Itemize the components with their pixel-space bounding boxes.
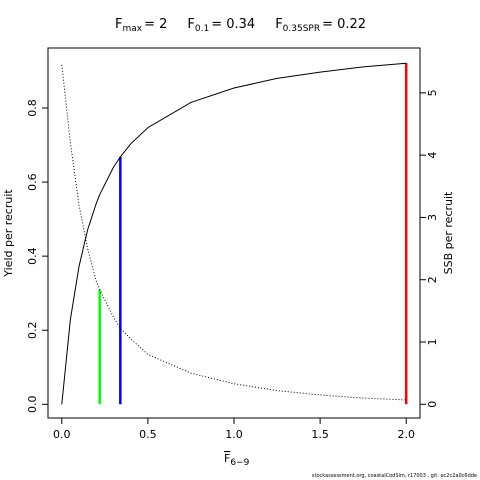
- x-axis-label: F6−9: [224, 452, 250, 468]
- title-symbol: F: [275, 17, 282, 32]
- y-tick-label: 0.0: [26, 396, 39, 414]
- curve: [61, 64, 407, 401]
- footer: stockassessment.org, coastalCodSim, r170…: [312, 473, 477, 479]
- y2-tick-label: 2: [426, 276, 439, 283]
- y2-axis-label: SSB per recruit: [442, 191, 455, 274]
- y2-tick-label: 5: [426, 89, 439, 96]
- title-subscript: 0.1: [195, 24, 209, 34]
- title-item: F0.1 = 0.34: [187, 17, 255, 34]
- y2-tick-label: 4: [426, 152, 439, 159]
- y2-tick-label: 1: [426, 339, 439, 346]
- x-label-subscript: 6−9: [230, 458, 249, 468]
- y2-tick-label: 3: [426, 214, 439, 221]
- curve: [61, 62, 407, 405]
- x-tick-label: 1.5: [311, 428, 329, 441]
- y-axis-label: Yield per recruit: [2, 189, 15, 278]
- title-value: = 0.22: [322, 17, 366, 32]
- title-value: = 2: [144, 17, 167, 32]
- title-item: Fmax = 2: [115, 17, 167, 34]
- y-tick-label: 0.4: [26, 247, 39, 265]
- x-label-symbol: F: [224, 452, 230, 465]
- title-symbol: F: [115, 17, 122, 32]
- y2-tick-label: 0: [426, 401, 439, 408]
- title-value: = 0.34: [211, 17, 255, 32]
- x-tick-label: 1.0: [225, 428, 243, 441]
- y-tick-label: 0.2: [26, 321, 39, 339]
- title-subscript: 0.35SPR: [283, 24, 320, 34]
- x-tick-label: 0.0: [53, 428, 71, 441]
- y-tick-label: 0.8: [26, 99, 39, 117]
- title-subscript: max: [122, 24, 142, 34]
- title-item: F0.35SPR = 0.22: [275, 17, 366, 34]
- x-tick-label: 2.0: [397, 428, 415, 441]
- y-tick-label: 0.6: [26, 173, 39, 191]
- title-symbol: F: [187, 17, 194, 32]
- plot-frame: [47, 47, 421, 419]
- x-tick-label: 0.5: [139, 428, 157, 441]
